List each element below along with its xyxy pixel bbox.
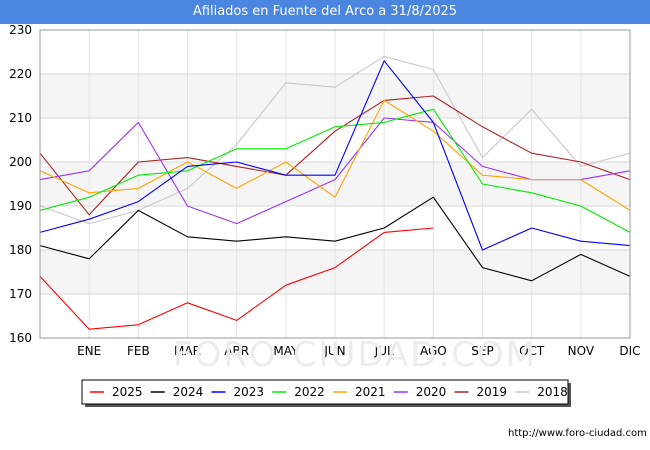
legend-label-2024: 2024 xyxy=(173,385,204,399)
series-line-2021 xyxy=(39,99,631,211)
legend-label-2023: 2023 xyxy=(234,385,265,399)
plot-border xyxy=(39,29,631,339)
y-tick-label: 230 xyxy=(9,23,32,37)
y-tick-label: 200 xyxy=(9,155,32,169)
series-line-2022 xyxy=(39,108,631,233)
legend-label-2019: 2019 xyxy=(477,385,508,399)
y-tick-label: 170 xyxy=(9,287,32,301)
x-tick-label: ENE xyxy=(77,344,101,358)
y-tick-label: 180 xyxy=(9,243,32,257)
y-tick-label: 210 xyxy=(9,111,32,125)
y-tick-label: 160 xyxy=(9,331,32,345)
x-tick-label: JUL xyxy=(374,344,394,358)
watermark-text: FORO-CIUDAD.COM xyxy=(173,335,537,375)
legend-label-2022: 2022 xyxy=(294,385,325,399)
x-tick-label: NOV xyxy=(568,344,595,358)
y-tick-label: 190 xyxy=(9,199,32,213)
x-tick-label: JUN xyxy=(323,344,345,358)
series-line-2024 xyxy=(39,196,631,282)
series-line-2023 xyxy=(39,60,631,251)
chart-title: Afiliados en Fuente del Arco a 31/8/2025 xyxy=(192,4,458,19)
x-tick-label: SEP xyxy=(471,344,493,358)
x-tick-label: OCT xyxy=(519,344,545,358)
x-tick-label: FEB xyxy=(127,344,150,358)
x-tick-label: MAR xyxy=(174,344,201,358)
x-tick-label: ABR xyxy=(224,344,249,358)
legend-label-2025: 2025 xyxy=(112,385,143,399)
x-tick-label: MAY xyxy=(273,344,299,358)
x-tick-label: AGO xyxy=(420,344,447,358)
legend-label-2021: 2021 xyxy=(355,385,386,399)
series-line-2019 xyxy=(39,95,631,216)
legend-label-2018: 2018 xyxy=(537,385,568,399)
y-tick-label: 220 xyxy=(9,67,32,81)
legend-label-2020: 2020 xyxy=(416,385,447,399)
x-tick-label: DIC xyxy=(619,344,640,358)
title-bar: Afiliados en Fuente del Arco a 31/8/2025 xyxy=(0,0,650,24)
series-line-2025 xyxy=(39,227,434,330)
source-url: http://www.foro-ciudad.com xyxy=(508,428,647,439)
